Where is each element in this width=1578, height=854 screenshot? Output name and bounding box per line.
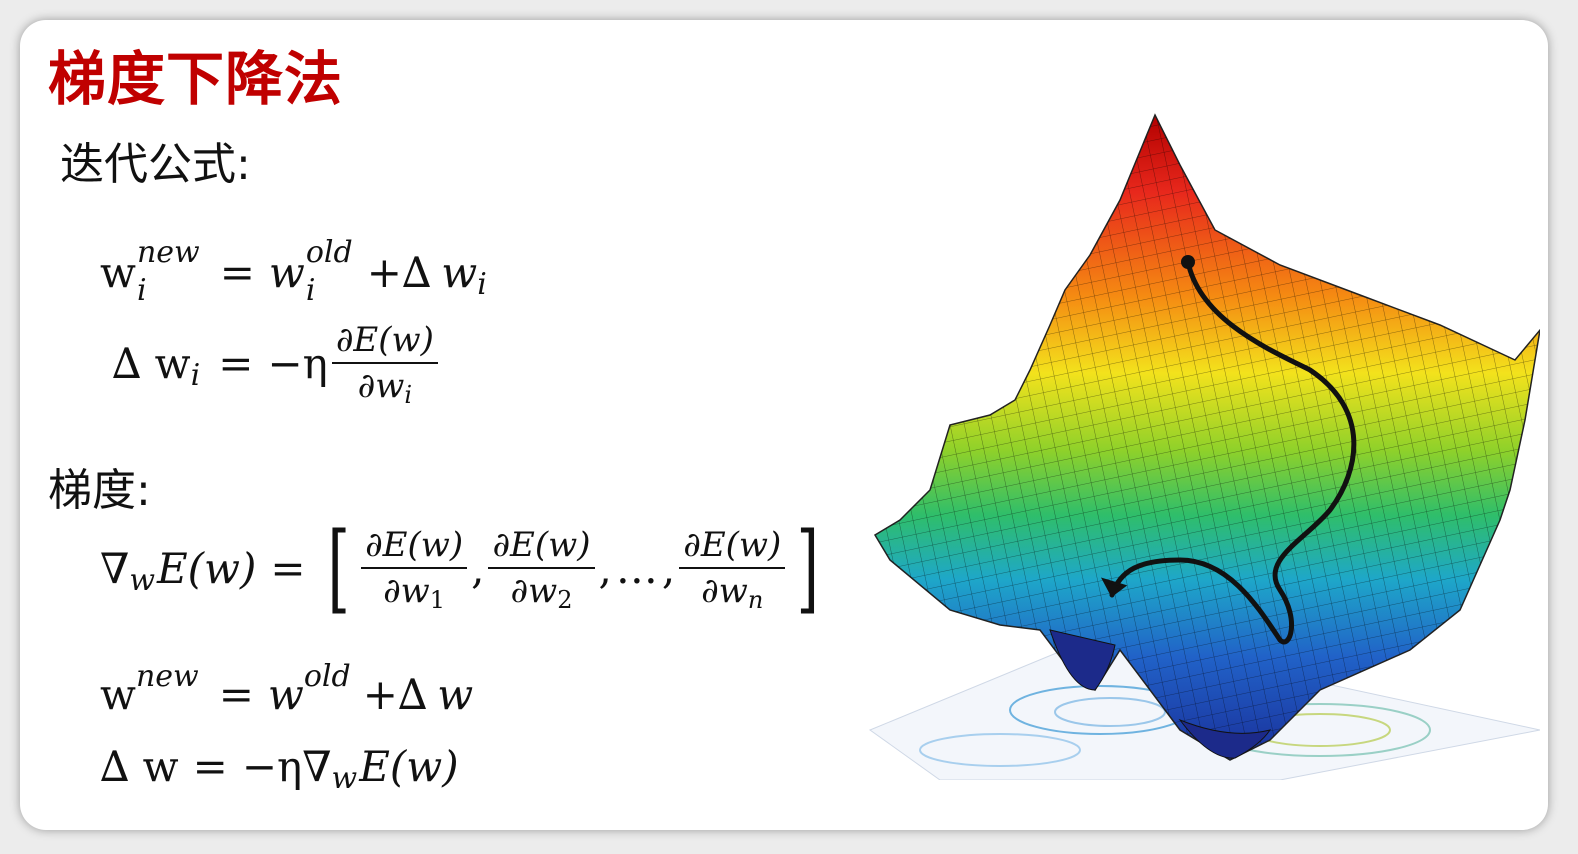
- descent-path: [1100, 255, 1357, 645]
- update-equation: w new i = w old i +∆ w i: [100, 235, 487, 308]
- gradient-equation: ∇ w E(w) = [ ∂E(w) ∂w1 , ∂E(w) ∂w2 , … ,…: [100, 512, 820, 624]
- partial-fraction: ∂E(w) ∂wi: [331, 320, 438, 409]
- slide-title: 梯度下降法: [48, 45, 344, 113]
- vector-update-equation: w new = w old +∆ w: [100, 659, 474, 719]
- iter-formula-label: 迭代公式:: [60, 139, 251, 190]
- gradient-descent-surface-icon: [868, 113, 1540, 780]
- vector-delta-equation: ∆ w = −η ∇ w E(w): [100, 742, 459, 796]
- slide-card: 梯度下降法 迭代公式: w new i = w old i +∆ w i ∆ w i…: [20, 20, 1548, 830]
- gradient-label: 梯度:: [48, 465, 151, 516]
- loss-surface: [873, 113, 1540, 761]
- delta-equation: ∆ w i = −η ∂E(w) ∂wi: [112, 320, 442, 409]
